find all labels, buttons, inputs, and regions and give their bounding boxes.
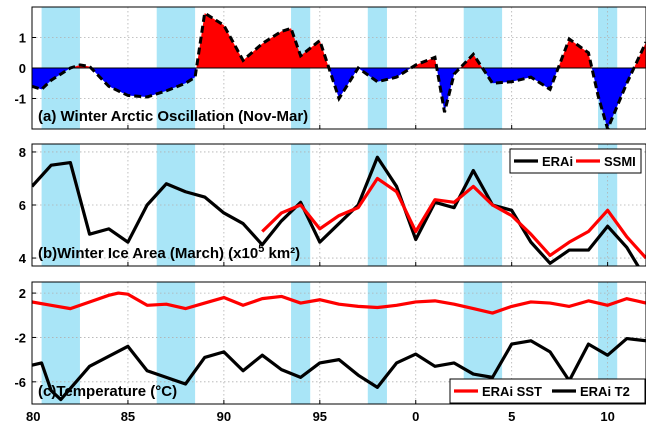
panel-title: (b)Winter Ice Area (March) (x105 km²) [38, 243, 300, 262]
panel-title-units: km²) [264, 245, 300, 262]
legend-label: ERAi SST [482, 384, 542, 399]
panel-title: (c)Temperature (°C) [38, 383, 177, 400]
y-tick-label: 6 [19, 198, 26, 213]
legend: ERAi SST ERAi T2 [449, 378, 646, 404]
y-tick-label: -6 [14, 375, 26, 390]
panel-title-main: (b)Winter Ice Area (March) (x10 [38, 245, 258, 262]
panel-title: (a) Winter Arctic Oscillation (Nov-Mar) [38, 108, 308, 125]
legend-label: ERAi T2 [580, 384, 630, 399]
legend-label: SSMI [604, 154, 636, 169]
axes-box [31, 281, 646, 405]
x-tick-label: 95 [313, 409, 327, 424]
plot-body [32, 7, 646, 129]
y-tick-label: 2 [19, 286, 26, 301]
ao-index-line [32, 10, 646, 129]
x-tick-label: 85 [121, 409, 135, 424]
y-tick-label: -2 [14, 330, 26, 345]
legend: ERAi SSMI [509, 148, 642, 174]
plot-body [32, 144, 646, 266]
x-tick-label: 80 [26, 409, 40, 424]
panel-title-superscript: 5 [258, 243, 264, 255]
series-line-1 [261, 176, 646, 260]
series-line-1 [32, 336, 646, 402]
y-tick-label: 1 [19, 31, 26, 46]
x-tick-label: 10 [600, 409, 614, 424]
x-tick-label: 5 [508, 409, 515, 424]
legend-box [449, 378, 646, 404]
panel-a-arctic-oscillation: -1 0 1 (a) Winter Arctic Oscillation (Nov-M… [14, 6, 646, 130]
y-tick-label: 0 [19, 61, 26, 76]
shaded-period-3 [367, 282, 387, 404]
y-tick-label: 4 [19, 251, 27, 266]
positive-area [32, 13, 646, 68]
series-line-0 [32, 291, 646, 315]
series-line-0 [32, 155, 640, 266]
shaded-period-1 [156, 282, 196, 404]
plot-body [32, 282, 646, 404]
y-tick-label: -1 [14, 92, 26, 107]
legend-label: ERAi [542, 154, 573, 169]
panel-b-ice-area: 4 6 8 (b)Winter Ice Area (March) (x105 km²)… [19, 143, 646, 267]
x-tick-label: 0 [412, 409, 419, 424]
y-tick-label: 8 [19, 145, 26, 160]
panel-c-temperature: 2 -2 -6 (c)Temperature (°C) ERAi SST ERAi T2 8… [14, 281, 646, 424]
x-tick-label: 90 [217, 409, 231, 424]
